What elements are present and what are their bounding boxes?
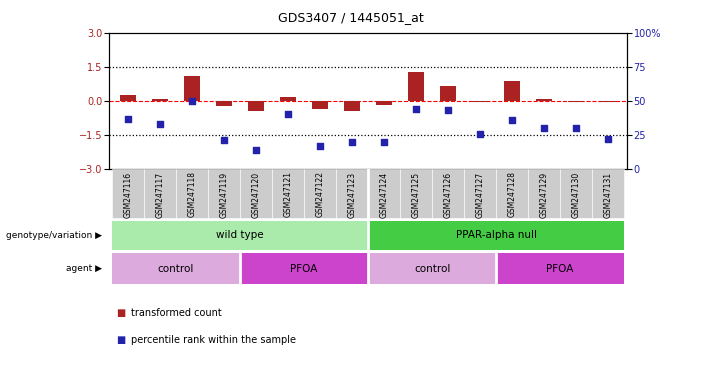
Bar [472,101,488,102]
FancyBboxPatch shape [368,169,400,218]
Text: control: control [414,264,450,274]
Bar [344,101,360,111]
Text: GSM247118: GSM247118 [187,171,196,217]
Point [442,107,454,113]
Bar [504,81,520,101]
Bar [600,101,616,102]
Text: GSM247131: GSM247131 [604,171,613,218]
FancyBboxPatch shape [112,169,144,218]
Text: GSM247129: GSM247129 [540,171,549,218]
Text: agent ▶: agent ▶ [66,264,102,273]
Bar [280,98,296,101]
Text: GSM247120: GSM247120 [252,171,261,218]
Point [603,136,614,142]
FancyBboxPatch shape [336,169,368,218]
Point [346,139,358,145]
Bar [368,220,624,250]
Point [379,139,390,145]
Bar [408,73,424,101]
Bar [112,220,368,250]
Text: ■: ■ [116,335,125,345]
Point [218,137,229,143]
Text: control: control [158,264,194,274]
FancyBboxPatch shape [240,169,272,218]
Point [314,143,325,149]
Text: ■: ■ [116,308,125,318]
Text: PPAR-alpha null: PPAR-alpha null [456,230,536,240]
Point [507,117,518,123]
Text: GSM247123: GSM247123 [348,171,357,218]
Text: percentile rank within the sample: percentile rank within the sample [131,335,296,345]
FancyBboxPatch shape [208,169,240,218]
Bar [440,86,456,101]
Bar [376,101,392,105]
Text: PFOA: PFOA [290,264,318,274]
FancyBboxPatch shape [433,169,464,218]
FancyBboxPatch shape [400,169,432,218]
Text: GSM247122: GSM247122 [315,171,325,217]
Bar [184,76,200,101]
Bar [216,101,232,106]
Point [571,125,582,131]
Text: GSM247130: GSM247130 [571,171,580,218]
Text: GSM247126: GSM247126 [444,171,453,218]
Text: GSM247119: GSM247119 [219,171,229,218]
Bar [112,253,240,284]
Bar [368,253,496,284]
Text: GSM247128: GSM247128 [508,171,517,217]
Text: GSM247127: GSM247127 [475,171,484,218]
Text: genotype/variation ▶: genotype/variation ▶ [6,231,102,240]
Text: GSM247116: GSM247116 [123,171,132,218]
Text: GSM247117: GSM247117 [156,171,165,218]
FancyBboxPatch shape [592,169,624,218]
Text: GSM247121: GSM247121 [283,171,292,217]
Bar [568,101,584,102]
Bar [120,95,136,101]
Text: GDS3407 / 1445051_at: GDS3407 / 1445051_at [278,12,423,25]
Text: transformed count: transformed count [131,308,222,318]
Text: GSM247125: GSM247125 [411,171,421,218]
Point [186,98,198,104]
FancyBboxPatch shape [464,169,496,218]
Bar [496,253,624,284]
FancyBboxPatch shape [144,169,175,218]
FancyBboxPatch shape [529,169,560,218]
FancyBboxPatch shape [496,169,528,218]
Point [283,111,294,118]
FancyBboxPatch shape [304,169,336,218]
Point [475,131,486,137]
Bar [152,99,168,101]
Text: wild type: wild type [216,230,264,240]
Point [250,147,261,153]
Bar [536,99,552,101]
Bar [240,253,368,284]
FancyBboxPatch shape [561,169,592,218]
Bar [248,101,264,111]
FancyBboxPatch shape [272,169,304,218]
FancyBboxPatch shape [176,169,207,218]
Point [154,121,165,127]
Text: GSM247124: GSM247124 [379,171,388,218]
Text: PFOA: PFOA [547,264,574,274]
Bar [312,101,328,109]
Point [538,125,550,131]
Point [411,106,422,112]
Point [122,116,133,122]
